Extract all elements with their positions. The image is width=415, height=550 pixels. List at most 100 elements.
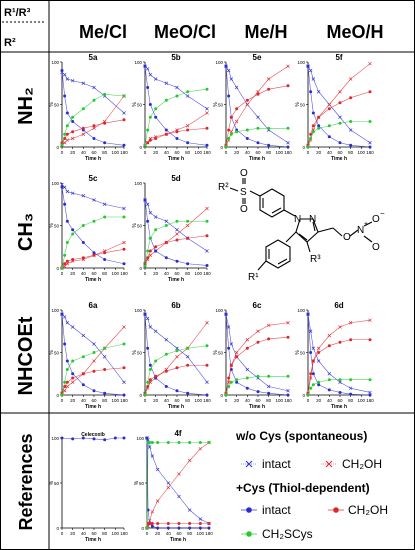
dot-point xyxy=(311,130,315,134)
series-intact-spontaneous xyxy=(60,70,126,115)
series-ch2scys-thiol xyxy=(143,344,209,397)
series-ch2oh-spontaneous xyxy=(145,440,211,530)
series-line xyxy=(307,314,371,396)
dot-point xyxy=(81,383,85,387)
y-tick-label: 50 xyxy=(137,351,143,356)
cross-point xyxy=(122,325,126,329)
legend-ch2scys-mark xyxy=(246,531,252,537)
dot-point xyxy=(175,349,179,353)
dot-point xyxy=(103,92,107,96)
dot-point xyxy=(186,346,190,350)
upper-phenyl-double-bond-2 xyxy=(271,207,282,214)
y-axis-label: % xyxy=(49,102,55,107)
cross-point xyxy=(148,325,153,329)
cross-point xyxy=(266,77,271,81)
series-line xyxy=(225,66,289,144)
series-intact-spontaneous xyxy=(224,312,290,393)
y-tick-label: 50 xyxy=(218,351,224,356)
dot-point xyxy=(148,138,152,142)
bond-ch2-o xyxy=(332,227,343,237)
dot-point xyxy=(164,352,168,356)
cross-point xyxy=(175,355,179,359)
bond-ring-to-s xyxy=(249,190,261,197)
cross-point xyxy=(185,223,190,228)
dot-point xyxy=(166,522,170,525)
series-intact-spontaneous xyxy=(60,182,126,211)
dot-point xyxy=(235,130,239,134)
dot-point xyxy=(186,90,190,94)
x-tick-label: 0 xyxy=(61,531,64,536)
cross-point xyxy=(229,129,234,134)
structure-r2: R² xyxy=(218,182,229,193)
series-line xyxy=(144,66,208,146)
header: R¹/R³ R² Me/Cl MeO/Cl Me/H MeO/H xyxy=(2,7,384,49)
dot-point xyxy=(71,258,75,261)
dot-point xyxy=(317,351,321,354)
series-line xyxy=(61,187,125,265)
dot-point xyxy=(71,359,75,363)
x-tick-label: 100 xyxy=(112,398,120,403)
cross-point xyxy=(155,499,160,503)
cross-point xyxy=(316,359,321,363)
x-tick-label: 100 xyxy=(276,150,284,155)
cross-point xyxy=(226,68,231,73)
x-tick-label: 40 xyxy=(327,398,333,403)
cross-point xyxy=(368,141,372,145)
dot-point xyxy=(92,219,96,223)
x-tick-label: 0 xyxy=(225,398,228,403)
pyrazole-ring xyxy=(295,218,319,243)
legend: w/o Cys (spontaneous) intact CH₂OH +Cys … xyxy=(235,429,388,541)
dot-point xyxy=(205,393,209,397)
x-tick-label: 180 xyxy=(284,398,292,403)
cross-point xyxy=(62,315,67,319)
dot-point xyxy=(306,145,310,149)
cross-point xyxy=(148,380,153,384)
dot-point xyxy=(146,380,150,384)
dot-point xyxy=(245,128,249,132)
series-line xyxy=(225,336,289,394)
x-tick-label: 60 xyxy=(174,398,180,403)
dot-point xyxy=(60,312,64,316)
dot-point xyxy=(229,363,233,367)
series-line xyxy=(144,345,208,396)
cross-point xyxy=(92,198,96,202)
dot-point xyxy=(60,185,64,189)
y-tick-label: 50 xyxy=(137,224,143,229)
x-tick-label: 60 xyxy=(337,150,343,155)
dot-point xyxy=(227,94,231,98)
dot-point xyxy=(63,342,67,346)
x-tick-label: 0 xyxy=(144,398,147,403)
series-ch2scys-thiol xyxy=(145,441,211,530)
series-line xyxy=(307,339,370,394)
dot-point xyxy=(286,335,290,339)
series-line xyxy=(225,85,289,146)
cross-point xyxy=(266,384,271,389)
x-tick-label: 40 xyxy=(81,531,87,536)
bond-to-ch2 xyxy=(317,227,334,233)
dot-point xyxy=(156,526,160,530)
dot-point xyxy=(81,436,85,440)
lower-phenyl-double-bond-2 xyxy=(277,258,288,265)
cross-point xyxy=(102,202,107,206)
dot-point xyxy=(148,441,152,444)
series-line xyxy=(61,71,125,114)
series-intact-spontaneous xyxy=(306,64,372,145)
series-ch2oh-thiol xyxy=(143,126,209,147)
dot-point xyxy=(63,262,67,266)
dot-point xyxy=(175,238,179,242)
x-tick-label: 20 xyxy=(316,398,322,403)
chart-title: 6a xyxy=(89,301,98,310)
cross-point xyxy=(205,249,209,253)
cross-point xyxy=(175,85,179,90)
x-tick-label: 40 xyxy=(81,150,87,155)
dot-point xyxy=(113,436,117,440)
cross-point xyxy=(62,141,67,145)
x-tick-label: 0 xyxy=(144,150,147,155)
series-intact-thiol xyxy=(60,312,126,397)
series-line xyxy=(144,314,208,383)
dot-point xyxy=(65,368,69,371)
y-tick-label: 50 xyxy=(137,103,143,108)
y-tick-label: 100 xyxy=(134,308,142,313)
